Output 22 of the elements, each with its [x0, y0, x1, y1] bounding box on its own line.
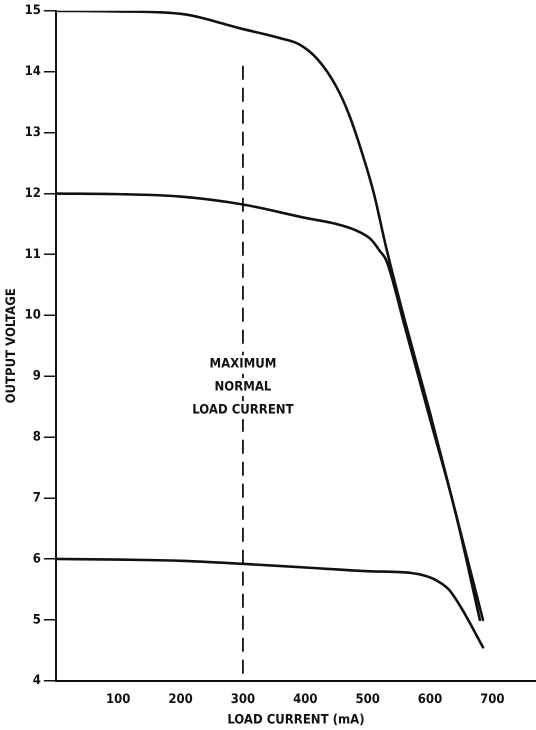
x-tick-label: 200 — [168, 692, 193, 707]
y-tick-label: 14 — [24, 64, 41, 80]
x-tick-label: 100 — [106, 692, 130, 707]
x-axis-title: LOAD CURRENT (mA) — [227, 712, 365, 728]
y-tick-label: 5 — [32, 612, 41, 628]
x-tick-label: 600 — [418, 692, 442, 707]
y-tick-label: 4 — [32, 673, 41, 688]
ref-line-label: MAXIMUM NORMAL LOAD CURRENT — [192, 356, 294, 418]
y-tick-label: 9 — [32, 368, 41, 384]
x-tick-label: 500 — [355, 692, 380, 707]
y-tick-label: 8 — [32, 430, 41, 445]
x-tick-label: 400 — [293, 692, 318, 707]
y-tick-label: 6 — [32, 551, 41, 566]
y-axis-title: OUTPUT VOLTAGE — [4, 288, 20, 404]
x-tick-label: 300 — [230, 692, 256, 707]
y-tick-label: 10 — [24, 308, 41, 323]
y-tick-label: 11 — [24, 246, 41, 262]
x-tick-label: 700 — [480, 692, 505, 707]
y-tick-label: 13 — [24, 124, 41, 140]
y-tick-label: 12 — [24, 186, 41, 201]
y-tick-label: 7 — [32, 490, 41, 506]
y-tick-label: 15 — [24, 3, 41, 18]
